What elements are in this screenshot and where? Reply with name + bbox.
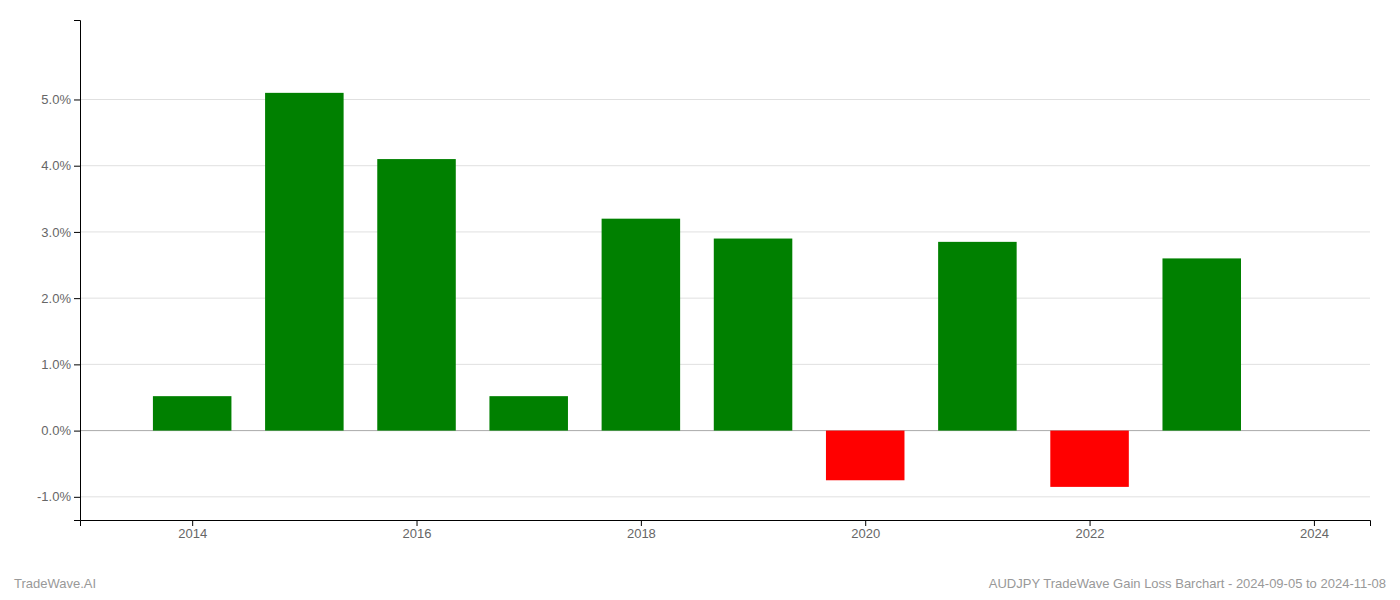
y-tick: 3.0% (41, 225, 80, 240)
x-tick: 2024 (1300, 520, 1329, 541)
y-tick-mark (74, 99, 80, 100)
x-tick-label: 2018 (627, 526, 656, 541)
x-axis-line (81, 521, 1371, 527)
bar (1162, 258, 1241, 430)
y-tick-label: 3.0% (41, 225, 71, 240)
y-tick-mark (74, 166, 80, 167)
x-tick: 2014 (178, 520, 207, 541)
x-tick: 2020 (851, 520, 880, 541)
grid-line (80, 496, 1370, 497)
x-tick-mark (1090, 520, 1091, 526)
y-tick-mark (74, 431, 80, 432)
y-tick-mark (74, 298, 80, 299)
y-tick-label: 5.0% (41, 92, 71, 107)
x-tick-mark (192, 520, 193, 526)
x-tick-mark (865, 520, 866, 526)
bar (1050, 431, 1129, 487)
y-tick: 2.0% (41, 291, 80, 306)
x-tick-label: 2022 (1076, 526, 1105, 541)
y-tick: 0.0% (41, 423, 80, 438)
watermark: TradeWave.AI (14, 576, 96, 591)
y-tick: 4.0% (41, 158, 80, 173)
x-tick: 2018 (627, 520, 656, 541)
y-axis: -1.0% 0.0% 1.0% 2.0% 3.0% 4.0% 5.0% (37, 21, 80, 521)
y-tick-label: 1.0% (41, 357, 71, 372)
y-tick-label: -1.0% (37, 489, 71, 504)
y-tick: 5.0% (41, 92, 80, 107)
title: AUDJPY TradeWave Gain Loss Barchart - 20… (989, 576, 1386, 591)
bar (602, 219, 681, 431)
y-tick-mark (74, 364, 80, 365)
y-tick-mark (74, 497, 80, 498)
x-tick-label: 2016 (403, 526, 432, 541)
x-tick-label: 2020 (851, 526, 880, 541)
y-tick-label: 0.0% (41, 423, 71, 438)
chart: 2014 2016 2018 2020 2022 2024 -1.0% 0.0% 1.0% 2.0… (0, 0, 1400, 600)
y-tick: -1.0% (37, 489, 80, 504)
bar (938, 242, 1017, 431)
bar (489, 396, 568, 430)
y-axis-line (74, 21, 81, 521)
bar (714, 239, 793, 431)
x-axis: 2014 2016 2018 2020 2022 2024 (81, 520, 1371, 541)
x-tick: 2022 (1076, 520, 1105, 541)
bar (826, 431, 905, 481)
y-tick-mark (74, 232, 80, 233)
bars (153, 93, 1241, 487)
x-tick: 2016 (403, 520, 432, 541)
y-tick-label: 4.0% (41, 158, 71, 173)
x-tick-mark (641, 520, 642, 526)
x-tick-mark (1314, 520, 1315, 526)
x-tick-label: 2024 (1300, 526, 1329, 541)
y-tick: 1.0% (41, 357, 80, 372)
x-tick-label: 2014 (178, 526, 207, 541)
x-tick-mark (417, 520, 418, 526)
bar (265, 93, 344, 431)
bar (153, 396, 232, 430)
y-tick-label: 2.0% (41, 291, 71, 306)
bar (377, 159, 456, 431)
